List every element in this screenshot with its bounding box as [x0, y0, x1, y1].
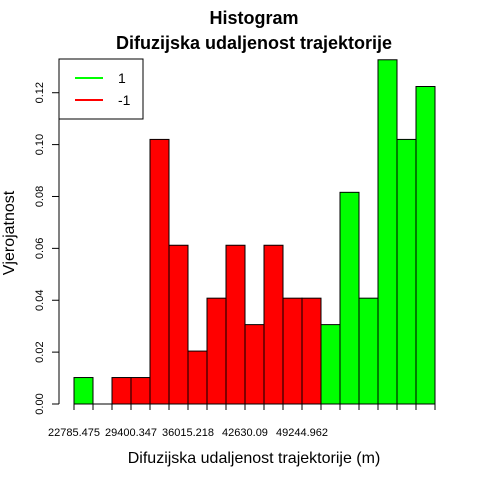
x-ticks-group: 22785.475 29400.347 36015.218 42630.09 49244… — [48, 404, 436, 439]
bar-series-2-bin-8 — [206, 297, 227, 405]
bar-series-1-bin-18 — [396, 138, 417, 405]
x-tick-label-5: 49244.962 — [276, 427, 328, 439]
y-tick-label-3: 0.04 — [34, 290, 46, 311]
legend-box — [58, 58, 144, 120]
bar-series-2-bin-3 — [111, 377, 132, 405]
bar-series-2-bin-13 — [301, 297, 322, 405]
bar-series-2-bin-11 — [263, 244, 284, 405]
bar-series-2-bin-9 — [225, 244, 246, 405]
y-tick-label-2: 0.02 — [34, 341, 46, 362]
bars-group — [73, 59, 436, 405]
bar-series-2-bin-10 — [244, 324, 265, 405]
bar-series-1-bin-14 — [320, 324, 341, 405]
y-tick-label-7: 0.12 — [34, 82, 46, 103]
x-tick-label-3: 36015.218 — [162, 427, 214, 439]
y-tick-label-4: 0.06 — [34, 238, 46, 259]
x-tick-label-1: 22785.475 — [48, 427, 100, 439]
bar-series-2-bin-6 — [168, 244, 189, 405]
bar-series-2-bin-7 — [187, 350, 208, 405]
y-axis-label: Vjerojatnost — [1, 190, 18, 275]
chart-title: Histogram — [209, 8, 298, 28]
bar-series-1-bin-1 — [73, 377, 94, 405]
x-axis-label: Difuzijska udaljenost trajektorije (m) — [128, 450, 381, 467]
y-tick-label-6: 0.10 — [34, 134, 46, 155]
legend-label-series-2: -1 — [118, 92, 131, 108]
bar-series-1-bin-16 — [358, 297, 379, 405]
bar-series-2-bin-4 — [130, 377, 151, 405]
y-tick-label-1: 0.00 — [34, 393, 46, 414]
y-ticks-group: 0.00 0.02 0.04 0.06 0.08 0.10 0.12 — [34, 82, 59, 415]
bar-series-2-bin-12 — [282, 297, 303, 405]
x-tick-label-4: 42630.09 — [222, 427, 268, 439]
y-tick-label-5: 0.08 — [34, 186, 46, 207]
bar-series-1-bin-17 — [377, 59, 398, 405]
x-tick-label-2: 29400.347 — [105, 427, 157, 439]
legend-label-series-1: 1 — [118, 70, 126, 86]
bar-series-1-bin-15 — [339, 191, 360, 405]
chart-subtitle: Difuzijska udaljenost trajektorije — [116, 33, 392, 53]
legend: 1 -1 — [58, 58, 144, 120]
bar-series-2-bin-5 — [149, 138, 170, 405]
bar-series-1-bin-19 — [415, 86, 436, 405]
